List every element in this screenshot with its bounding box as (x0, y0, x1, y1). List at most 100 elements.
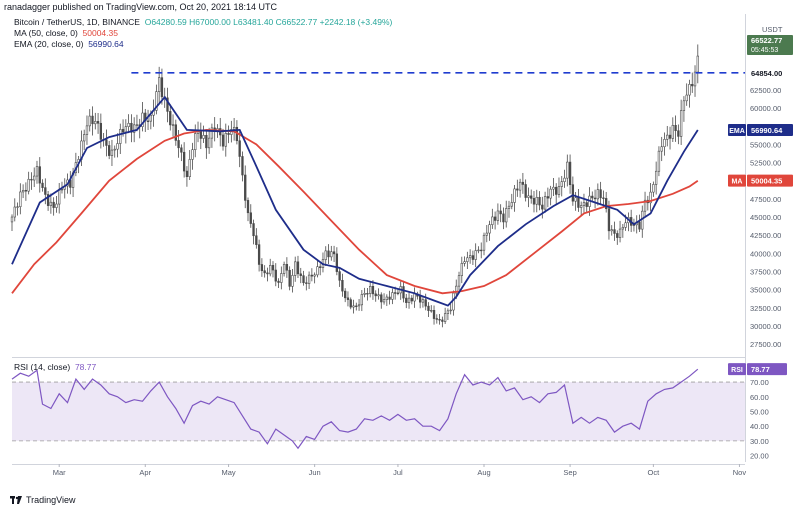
candle-body (518, 181, 522, 191)
candle (385, 294, 388, 307)
candle (418, 289, 422, 309)
candle-body (605, 198, 608, 210)
rsi-tick-label: 30.00 (750, 437, 769, 446)
candle (185, 166, 189, 187)
candle (466, 251, 469, 270)
candle-body (563, 177, 566, 182)
candle-body (427, 305, 430, 311)
candle-body (363, 293, 366, 295)
candle-body (410, 297, 413, 302)
candle (335, 247, 339, 276)
candle (332, 245, 336, 262)
candle (596, 183, 600, 206)
candle (421, 296, 425, 308)
candle-body (393, 292, 397, 294)
candle-body (566, 161, 569, 179)
candle (502, 207, 505, 230)
candle (110, 139, 114, 167)
candle (457, 271, 461, 291)
candle (252, 219, 255, 245)
candle-body (488, 224, 491, 234)
candle (288, 266, 291, 291)
candle-body (332, 251, 336, 255)
candle-body (360, 294, 364, 306)
candle-body (241, 156, 244, 176)
candle (13, 198, 16, 222)
candle (141, 102, 144, 132)
publisher-text: ranadagger published on TradingView.com,… (4, 2, 278, 12)
candle (271, 261, 275, 278)
candle (652, 181, 655, 197)
candle-body (49, 201, 53, 206)
candle (232, 118, 236, 141)
ma-price-tag-bg (747, 174, 793, 187)
ma-side-tag-bg (728, 174, 746, 187)
candle-body (521, 181, 525, 185)
candle-body (696, 55, 699, 73)
rsi-side-tag-bg (728, 363, 746, 376)
rsi-legend[interactable]: RSI (14, close) 78.77 (14, 362, 96, 372)
candle-body (493, 216, 497, 221)
candle-body (613, 229, 616, 234)
candle (560, 175, 563, 197)
candle (518, 178, 522, 198)
symbol-legend: Bitcoin / TetherUS, 1D, BINANCE O64280.5… (14, 17, 392, 27)
candle (352, 299, 355, 314)
candle (580, 201, 583, 216)
ma-legend[interactable]: MA (50, close, 0) 50004.35 (14, 28, 118, 38)
candle-body (688, 83, 691, 96)
candle (30, 172, 33, 190)
rsi-value-tag-bg (747, 363, 787, 376)
candle-body (507, 205, 511, 209)
grid-lines (12, 14, 746, 465)
candle (374, 290, 377, 302)
candle (566, 154, 569, 187)
candle (552, 177, 555, 196)
candle (546, 187, 550, 208)
candle (321, 252, 325, 273)
candle-body (260, 264, 264, 272)
candle-body (555, 186, 558, 195)
candle-body (88, 115, 91, 127)
candle (616, 230, 619, 245)
candle-body (446, 310, 450, 314)
candle-body (94, 121, 97, 125)
candle (621, 223, 624, 238)
rsi-tick-label: 40.00 (750, 422, 769, 431)
candle (366, 287, 369, 301)
candle-body (319, 266, 322, 268)
candle-body (538, 196, 541, 206)
candle-body (524, 184, 527, 198)
candle (33, 167, 36, 188)
candle (49, 193, 53, 214)
candle (443, 307, 447, 325)
ma-legend-value: 50004.35 (82, 28, 118, 38)
candle-body (316, 266, 319, 276)
candle-body (516, 188, 519, 191)
price-tick-label: 30000.00 (750, 322, 781, 331)
candle (221, 128, 225, 151)
candle (255, 228, 258, 249)
time-tick-label: Jul (393, 468, 403, 477)
candle-body (624, 222, 627, 228)
publisher-line: ranadagger published on TradingView.com,… (4, 2, 277, 12)
candle-body (674, 125, 677, 132)
candle (541, 196, 544, 219)
last-price-tag: 66522.77 (751, 36, 782, 45)
candle (302, 270, 305, 286)
candle-body (174, 124, 177, 141)
rsi-legend-value: 78.77 (74, 362, 97, 372)
candle-body (541, 204, 544, 210)
footer[interactable]: TradingView (10, 495, 76, 505)
candle-body (166, 97, 169, 112)
ema-legend-label: EMA (20, close, 0) (14, 39, 84, 49)
candle-body (327, 250, 330, 258)
candle (319, 263, 322, 276)
candle-body (257, 244, 261, 265)
candle (55, 195, 58, 213)
candle (41, 179, 44, 192)
ema-legend[interactable]: EMA (20, close, 0) 56990.64 (14, 39, 124, 49)
candle (677, 124, 680, 145)
candle-body (568, 161, 572, 185)
